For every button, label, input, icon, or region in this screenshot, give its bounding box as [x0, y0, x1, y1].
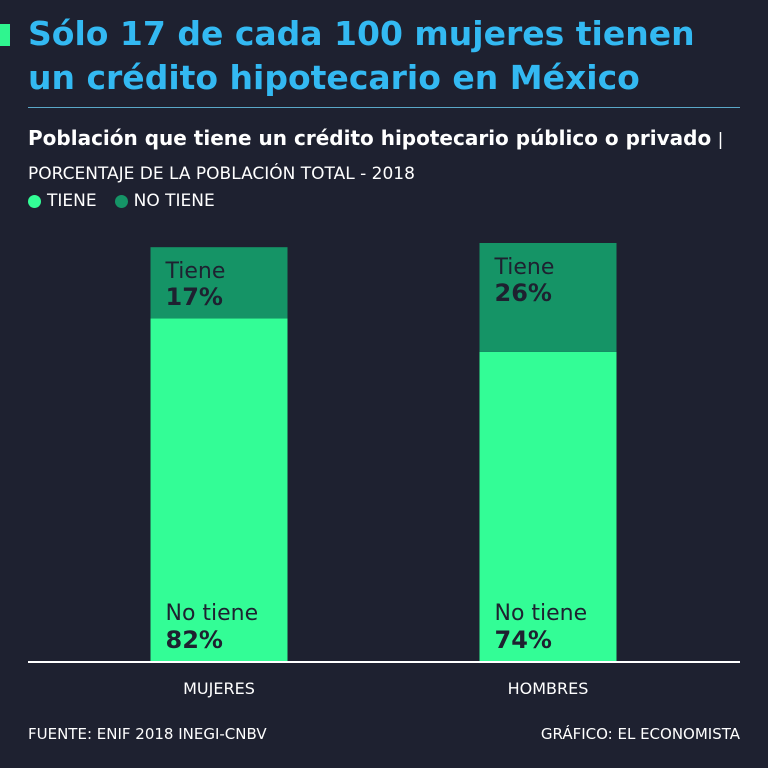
segment-label-hombres-no-tiene: No tiene [495, 601, 588, 626]
segment-label-mujeres-tiene: Tiene [165, 259, 226, 284]
bar-hombres-tiene [479, 243, 617, 352]
legend-item-no-tiene: NO TIENE [114, 189, 215, 213]
legend-swatch-no-tiene [114, 194, 128, 208]
value-label-mujeres-tiene: 17% [166, 283, 223, 311]
source-note: FUENTE: ENIF 2018 INEGI-CNBV [28, 725, 267, 743]
chart-title: Sólo 17 de cada 100 mujeres tienen un cr… [28, 14, 695, 97]
segment-label-hombres-tiene: Tiene [494, 255, 555, 280]
legend-swatch-tiene [28, 194, 41, 208]
title-divider [28, 107, 740, 108]
value-label-hombres-no-tiene: 74% [495, 626, 552, 654]
bar-mujeres-tiene [150, 247, 288, 319]
value-label-hombres-tiene: 26% [495, 279, 552, 307]
bar-hombres-no-tiene [479, 351, 617, 662]
bar-mujeres-no-tiene [150, 318, 288, 662]
legend-label-tiene: TIENE [47, 191, 97, 211]
legend-label-no-tiene: NO TIENE [133, 191, 215, 211]
category-label-hombres: HOMBRES [508, 679, 589, 698]
legend-item-tiene: TIENE [28, 189, 97, 213]
segment-label-mujeres-no-tiene: No tiene [166, 601, 259, 626]
accent-bar [0, 24, 10, 46]
chart-subtitle: Población que tiene un crédito hipotecar… [28, 122, 748, 190]
value-label-mujeres-no-tiene: 82% [166, 626, 223, 654]
legend: TIENE NO TIENE [28, 189, 215, 213]
credit-note: GRÁFICO: EL ECONOMISTA [540, 725, 740, 743]
category-label-mujeres: MUJERES [183, 679, 255, 698]
subtitle-main: Población que tiene un crédito hipotecar… [28, 126, 712, 150]
subtitle-unit: | PORCENTAJE DE LA POBLACIÓN TOTAL - 201… [28, 130, 724, 184]
